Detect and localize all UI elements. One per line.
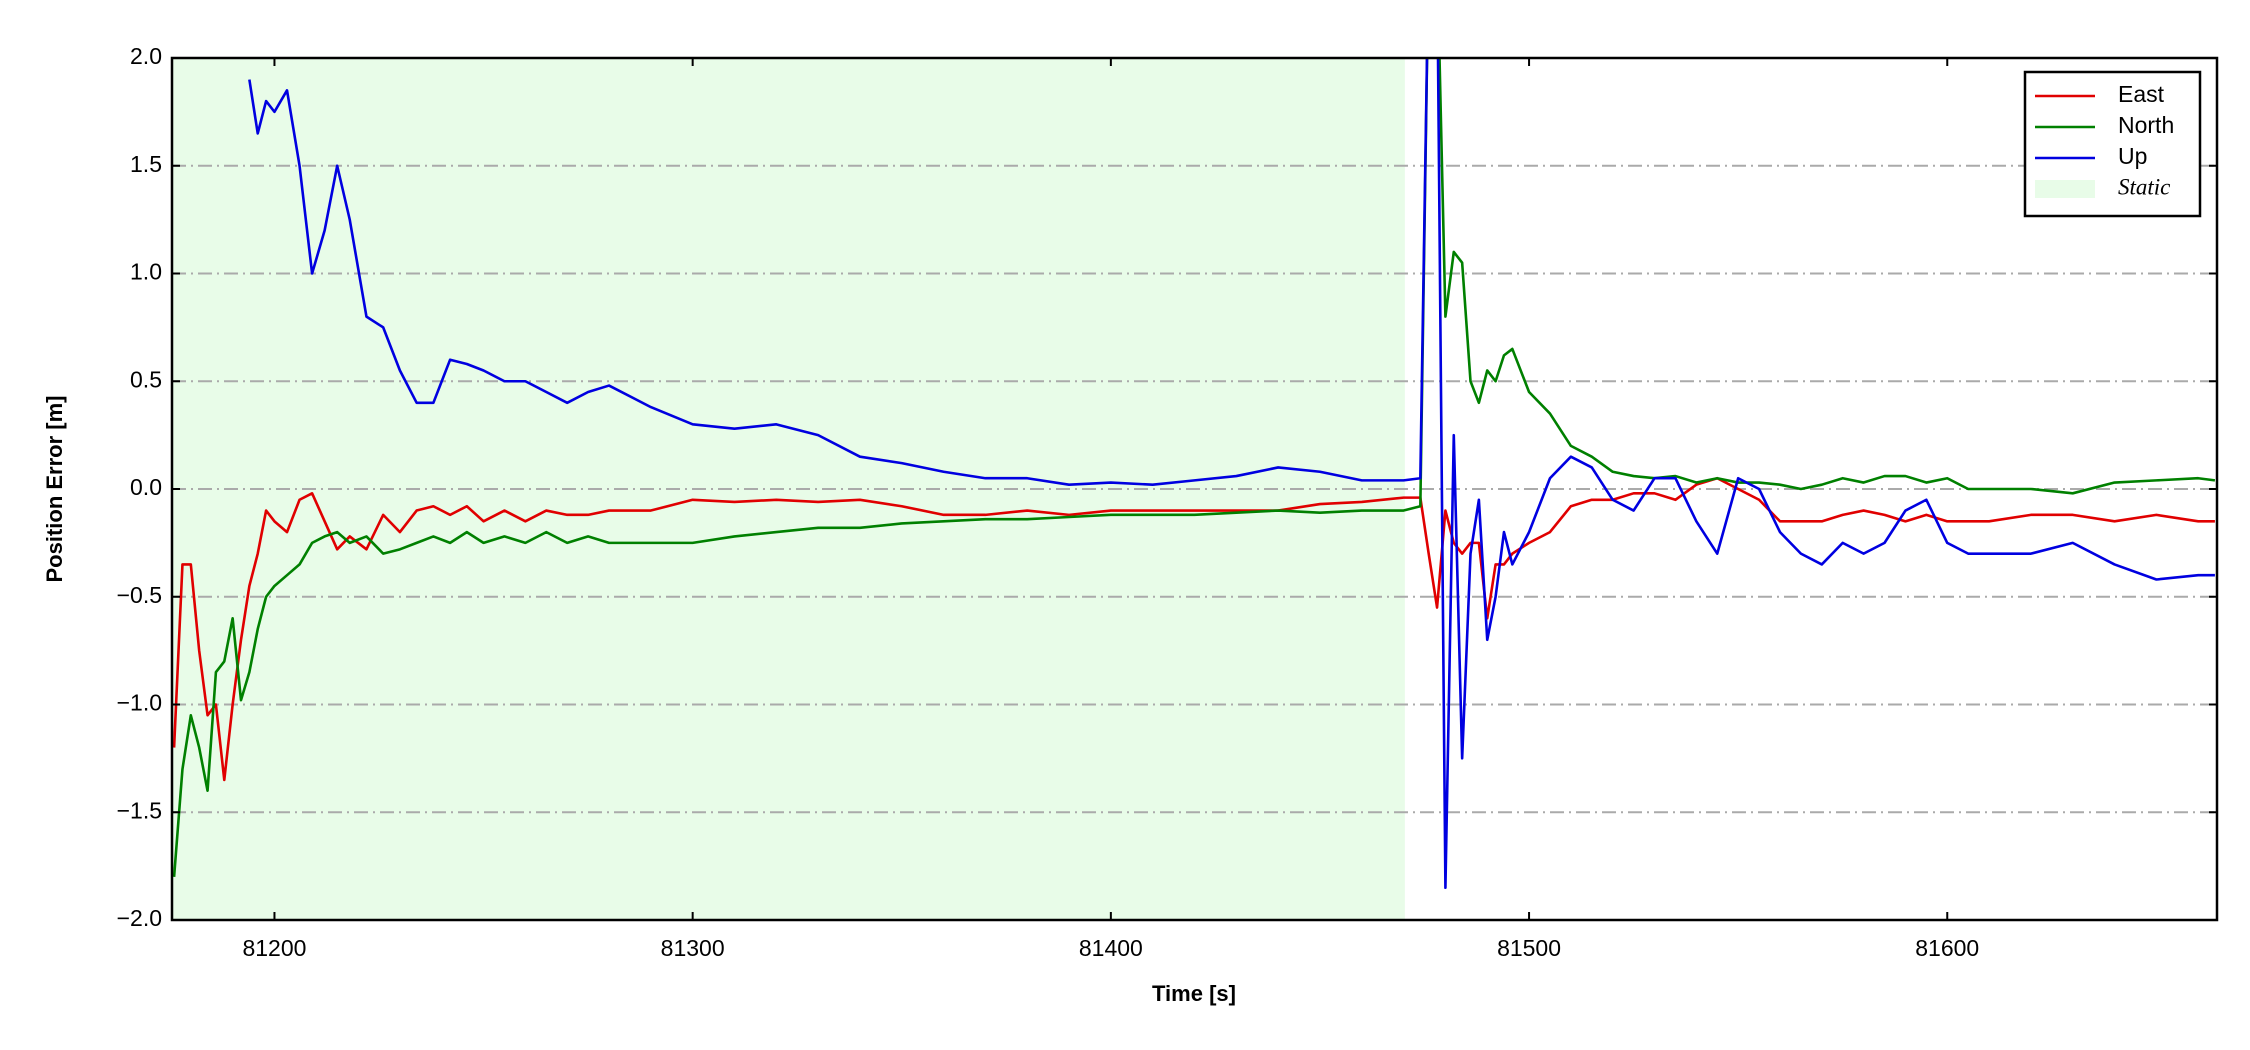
y-tick-label: 0.0 [130,474,162,500]
y-tick-label: −1.5 [117,797,162,823]
y-tick-label: −2.0 [117,905,162,931]
y-tick-label: 1.0 [130,259,162,285]
legend-label: East [2118,81,2165,107]
y-axis-label: Position Error [m] [42,395,67,582]
legend-label: Up [2118,143,2147,169]
y-tick-label: −0.5 [117,582,162,608]
x-axis-label: Time [s] [1152,981,1236,1006]
series-line [172,476,2215,782]
x-tick-label: 81300 [661,935,725,961]
y-tick-label: 1.5 [130,151,162,177]
plot-area [172,58,2217,920]
x-tick-label: 81200 [242,935,306,961]
y-tick-label: −1.0 [117,690,162,716]
x-tick-label: 81500 [1497,935,1561,961]
plot-frame [170,56,2219,922]
legend-label: North [2118,112,2174,138]
y-tick-label: 0.5 [130,366,162,392]
series-line [248,58,2215,889]
series-line [172,58,2216,878]
x-tick-label: 81600 [1915,935,1979,961]
y-tick-label: 2.0 [130,43,162,69]
x-tick-label: 81400 [1079,935,1143,961]
legend-label: Static [2118,174,2170,199]
legend-swatch [2035,180,2095,198]
